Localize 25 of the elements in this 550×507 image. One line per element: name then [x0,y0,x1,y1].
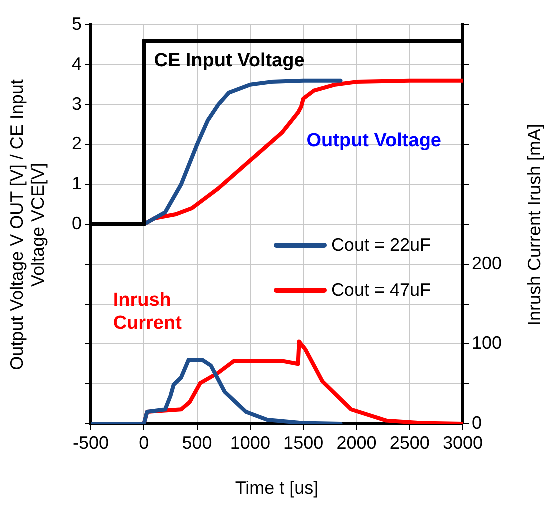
x-axis-title: Time t [us] [235,478,319,499]
x-tick-label: 3000 [442,432,484,453]
x-tick-label: -500 [72,432,110,453]
y2-axis-title: Inrush Current Irush [mA] [524,122,546,328]
legend-label: Cout = 22uF [331,234,431,256]
y-axis-title: Output Voltage V OUT [V] / CE Input Voltage VCE[V] [7,78,49,372]
y2-tick-label: 200 [472,253,502,274]
x-tick-label: 1500 [284,432,324,453]
annotation: CE Input Voltage [154,49,305,72]
y2-tick-label: 0 [472,412,482,433]
y-tick-label: 2 [72,134,82,154]
legend-label: Cout = 47uF [331,280,431,300]
y-tick-label: 5 [72,14,82,34]
y-tick-label: 1 [72,174,82,194]
x-tick-label: 2000 [336,432,377,453]
x-tick-label: 0 [139,432,150,453]
annotation: Inrush Current [113,289,183,336]
annotation: Output Voltage [306,129,442,152]
y2-tick-label: 100 [472,333,502,354]
y-tick-label: 4 [72,54,82,74]
x-tick-label: 2500 [390,432,430,453]
y-tick-label: 3 [72,94,82,114]
y-tick-label: 0 [72,213,82,234]
x-tick-label: 500 [182,432,212,453]
x-tick-label: 1000 [230,432,270,453]
